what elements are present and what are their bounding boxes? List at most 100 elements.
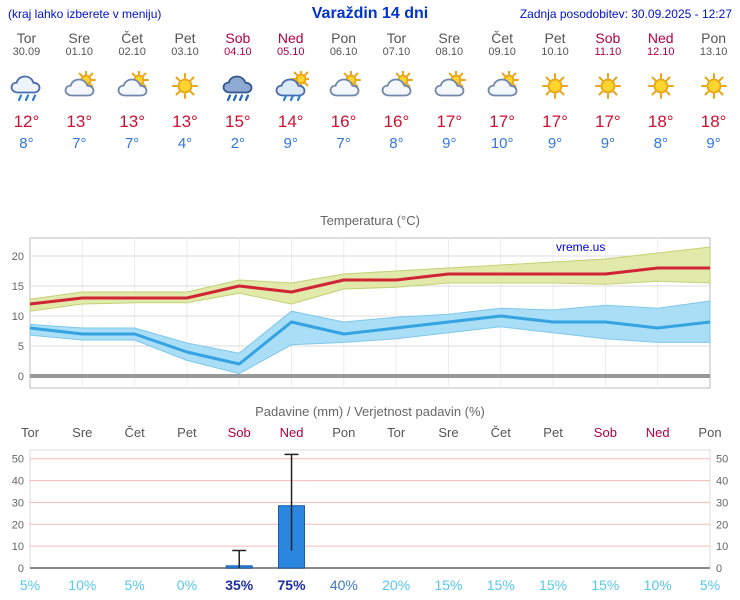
day-date: 04.10 — [224, 46, 252, 58]
day-weekday: Sre — [438, 30, 461, 46]
day-column: Tor 07.10 16° 8° — [370, 30, 423, 152]
svg-text:20: 20 — [12, 519, 24, 531]
weather-icon-sun-cloud — [317, 70, 370, 107]
weather-icon-sun — [687, 71, 740, 107]
precip-probability: 40% — [329, 577, 358, 593]
svg-text:10: 10 — [716, 541, 728, 553]
day-weekday: Sob — [225, 30, 251, 46]
day-low-temp: 7° — [124, 135, 140, 152]
weather-icon-sun — [581, 71, 634, 107]
precip-day-label: Ned — [279, 425, 304, 440]
svg-text:20: 20 — [716, 519, 728, 531]
header: (kraj lahko izberete v meniju) Varaždin … — [0, 5, 740, 25]
vreme-us-link[interactable]: vreme.us — [556, 240, 606, 254]
svg-text:40: 40 — [12, 476, 24, 488]
weather-icon-sun — [529, 71, 582, 107]
svg-text:20: 20 — [12, 251, 24, 263]
day-low-temp: 7° — [336, 135, 351, 152]
temp-chart-title: Temperatura (°C) — [320, 213, 420, 228]
precip-probability: 10% — [68, 577, 97, 593]
precip-probability: 15% — [591, 577, 620, 593]
precip-day-label: Sob — [227, 425, 251, 440]
weather-icon-sun-cloud — [53, 70, 106, 107]
svg-text:40: 40 — [716, 476, 728, 488]
day-date: 08.10 — [435, 46, 464, 58]
day-column: Pon 13.10 18° 9° — [687, 30, 740, 152]
day-weekday: Čet — [121, 30, 144, 46]
precip-probability: 5% — [699, 577, 721, 593]
svg-text:30: 30 — [12, 497, 24, 509]
svg-text:0: 0 — [18, 563, 24, 574]
day-weekday: Sre — [68, 30, 91, 46]
day-date: 09.10 — [488, 46, 516, 58]
day-high-temp: 16° — [330, 112, 357, 131]
precip-probability: 10% — [643, 577, 672, 593]
day-date: 13.10 — [699, 46, 728, 58]
day-high-temp: 17° — [436, 112, 463, 131]
day-date: 01.10 — [65, 46, 94, 58]
day-high-temp: 15° — [225, 112, 251, 131]
precip-probability: 15% — [434, 577, 463, 593]
precip-chart-title: Padavine (mm) / Verjetnost padavin (%) — [255, 404, 485, 419]
page-title: Varaždin 14 dni — [311, 5, 429, 22]
precip-day-label: Sob — [593, 425, 617, 440]
day-date: 11.10 — [594, 46, 622, 58]
precip-probability: 75% — [277, 577, 306, 593]
precip-probability: 15% — [539, 577, 568, 593]
weather-icon-sun-cloud — [423, 70, 476, 107]
day-column: Sre 01.10 13° 7° — [53, 30, 106, 152]
day-date: 06.10 — [329, 46, 358, 58]
svg-text:50: 50 — [716, 454, 728, 466]
day-high-temp: 14° — [277, 112, 304, 131]
day-low-temp: 8° — [389, 135, 404, 152]
temperature-chart: 0 5 10 15 20 — [12, 237, 711, 389]
weather-icon-rain-sun — [264, 69, 317, 107]
precip-day-label: Tor — [20, 425, 40, 440]
day-column: Sob 04.10 15° 2° — [211, 30, 264, 152]
precip-probability: 35% — [225, 577, 254, 593]
day-high-temp: 17° — [489, 112, 516, 131]
day-date: 03.10 — [171, 46, 199, 58]
precip-day-label: Pet — [543, 425, 563, 440]
precip-day-label: Ned — [645, 425, 670, 440]
weather-icon-sun-cloud — [370, 70, 423, 107]
precip-probability: 5% — [124, 577, 145, 593]
weather-icon-sun-cloud — [476, 70, 529, 107]
day-low-temp: 8° — [19, 135, 34, 152]
precip-probability: 20% — [382, 577, 411, 593]
day-column: Tor 30.09 12° 8° — [0, 30, 53, 152]
precip-day-label: Pet — [177, 425, 197, 440]
day-weekday: Sob — [595, 30, 621, 46]
day-date: 05.10 — [276, 46, 305, 58]
precip-day-label: Čet — [490, 425, 511, 440]
precip-day-label: Pon — [332, 425, 356, 440]
precip-probability: 5% — [19, 577, 41, 593]
day-weekday: Pon — [331, 30, 357, 46]
day-column: Sob 11.10 17° 9° — [581, 30, 634, 152]
weather-icon-heavy-rain — [211, 71, 264, 107]
day-low-temp: 9° — [442, 135, 457, 152]
precip-probability: 0% — [176, 577, 198, 593]
day-column: Sre 08.10 17° 9° — [423, 30, 476, 152]
location-menu-hint: (kraj lahko izberete v meniju) — [8, 7, 162, 21]
day-column: Čet 02.10 13° 7° — [106, 30, 159, 152]
day-low-temp: 9° — [706, 135, 721, 152]
day-high-temp: 13° — [172, 112, 198, 131]
day-date: 02.10 — [118, 46, 146, 58]
precip-day-label: Sre — [438, 425, 459, 440]
precip-probability-row: 5% 10% 5% 0% 35% 75% 40% 20% 15% 15% 15% 15% 10% 5% — [0, 577, 740, 595]
day-low-temp: 2° — [230, 135, 246, 152]
precip-day-label: Tor — [387, 425, 406, 440]
svg-text:10: 10 — [12, 311, 24, 323]
weather-icon-rain — [0, 71, 53, 107]
day-column: Čet 09.10 17° 10° — [476, 30, 529, 152]
day-high-temp: 13° — [119, 112, 145, 131]
day-weekday: Pet — [174, 30, 196, 46]
day-date: 07.10 — [382, 46, 411, 58]
day-high-temp: 13° — [66, 112, 93, 131]
days-strip: Tor 30.09 12° 8° Sre 01.10 13° 7° Čet 02.10 13° 7° P… — [0, 30, 740, 152]
weather-icon-sun — [634, 71, 687, 107]
day-date: 30.09 — [12, 46, 41, 58]
day-high-temp: 17° — [542, 112, 568, 131]
